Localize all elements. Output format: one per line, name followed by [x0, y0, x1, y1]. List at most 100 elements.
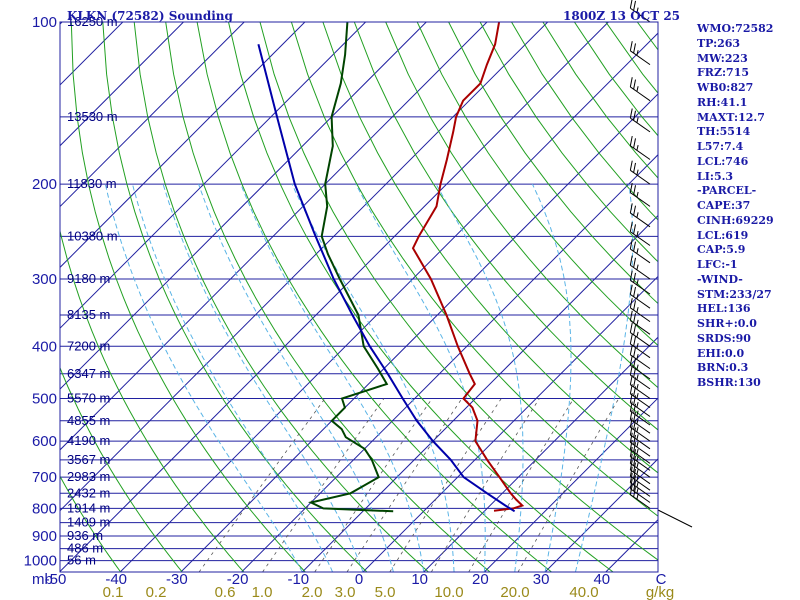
sounding-index: -PARCEL- [697, 184, 757, 198]
height-label: 5570 m [67, 391, 110, 406]
sounding-index: WB0:827 [697, 81, 754, 94]
isotherm-line [60, 22, 245, 208]
pressure-label: 800 [32, 500, 57, 517]
temperature-profile [411, 22, 525, 512]
temperature-tick-label: 20 [472, 571, 489, 588]
dry-adiabat-line [290, 22, 658, 517]
temperature-tick-label: 10 [411, 571, 428, 588]
sounding-index: L57:7.4 [697, 140, 744, 153]
wind-barb [629, 472, 651, 497]
wind-barb [629, 432, 651, 457]
moist-adiabat-line [104, 183, 303, 572]
sounding-index: SHR+:0.0 [697, 317, 757, 330]
wind-barb [629, 334, 651, 359]
moist-adiabat-line [531, 183, 572, 572]
height-label: 16250 m [67, 14, 118, 29]
wind-barb [629, 239, 651, 264]
wind-barb [629, 446, 651, 471]
wind-barb [629, 355, 651, 380]
moist-adiabat-line [132, 183, 334, 572]
wind-barb [629, 41, 651, 66]
height-label: 6347 m [67, 366, 110, 381]
temperature-tick-label: 0 [355, 571, 363, 588]
mixing-ratio-label: 3.0 [335, 584, 356, 600]
sounding-index: MW:223 [697, 51, 748, 65]
wind-barb [629, 203, 651, 228]
wind-barb [629, 108, 651, 133]
mixing-ratio-label: 2.0 [302, 584, 323, 600]
height-label: 3567 m [67, 452, 110, 467]
isotherm-line [484, 397, 658, 572]
wind-barb [629, 0, 651, 23]
height-label: 56 m [67, 553, 96, 568]
sounding-index: WMO:72582 [697, 22, 774, 35]
sounding-index: CAP:5.9 [697, 243, 746, 257]
dry-adiabat-line [133, 22, 429, 572]
isotherm-line [423, 336, 658, 572]
height-label: 1914 m [67, 500, 110, 515]
wind-barb [629, 417, 651, 442]
sounding-index: -WIND- [697, 272, 743, 286]
dry-adiabat-line [416, 22, 658, 347]
dry-adiabat-line [448, 22, 658, 305]
wind-barb [629, 221, 651, 246]
dry-adiabat-line [102, 22, 368, 572]
sounding-index: LFC:-1 [697, 258, 738, 271]
height-label: 7200 m [67, 338, 110, 353]
moist-adiabat-line [162, 183, 364, 572]
wind-barb [629, 284, 651, 309]
mixing-ratio-label: 40.0 [569, 584, 598, 600]
wind-barb [629, 322, 651, 347]
temperature-tick-label: -20 [227, 571, 249, 588]
moist-adiabat-line [240, 183, 425, 572]
height-label: 2432 m [67, 485, 110, 500]
temperature-axis-unit: C [656, 571, 667, 588]
mixing-ratio-line [389, 398, 502, 572]
mixing-ratio-label: 1.0 [252, 584, 273, 600]
mixing-ratio-label: 0.2 [146, 584, 167, 600]
sounding-index: RH:41.1 [697, 95, 748, 109]
sounding-index: TP:263 [697, 36, 741, 50]
dry-adiabat-line [60, 475, 122, 572]
wind-barb [629, 310, 651, 335]
wind-barb [629, 255, 651, 280]
temperature-tick-label: 30 [533, 571, 550, 588]
dry-adiabat-line [0, 22, 59, 572]
wind-barb [629, 401, 651, 426]
wind-barb [629, 160, 651, 185]
isotherm-line [60, 22, 609, 572]
sounding-index: STM:233/27 [697, 287, 772, 301]
wind-barb [629, 425, 651, 450]
wind-barb [629, 77, 651, 102]
dry-adiabat-line [70, 22, 306, 572]
pressure-label: 500 [32, 391, 57, 408]
sounding-index: FRZ:715 [697, 66, 750, 80]
pressure-label: 300 [32, 271, 57, 288]
height-label: 13530 m [67, 109, 118, 124]
sounding-index: BRN:0.3 [697, 361, 749, 375]
height-label: 10380 m [67, 228, 118, 243]
isotherm-line [60, 22, 366, 329]
wind-barb [629, 466, 651, 491]
wind-barb [629, 270, 651, 295]
isotherm-line [301, 214, 658, 572]
isotherm-line [60, 22, 427, 390]
sounding-index: TH:5514 [697, 125, 751, 139]
height-label: 4855 m [67, 413, 110, 428]
height-label: 2983 m [67, 469, 110, 484]
sounding-time: 1800Z 13 OCT 25 [563, 9, 680, 23]
temperature-tick-label: -10 [287, 571, 309, 588]
dry-adiabat-line [165, 22, 491, 572]
height-label: 4190 m [67, 433, 110, 448]
height-label: 1409 m [67, 515, 110, 530]
isotherm-line [180, 93, 658, 572]
dry-adiabat-line [60, 366, 183, 572]
wind-barb [629, 182, 651, 207]
mixing-ratio-label: 5.0 [375, 584, 396, 600]
station-title: KLKN (72582) Sounding [67, 9, 234, 23]
dry-adiabat-line [228, 22, 614, 572]
moist-adiabat-line [435, 183, 524, 572]
pressure-label: 700 [32, 469, 57, 486]
sounding-index: CINH:69229 [697, 213, 774, 227]
